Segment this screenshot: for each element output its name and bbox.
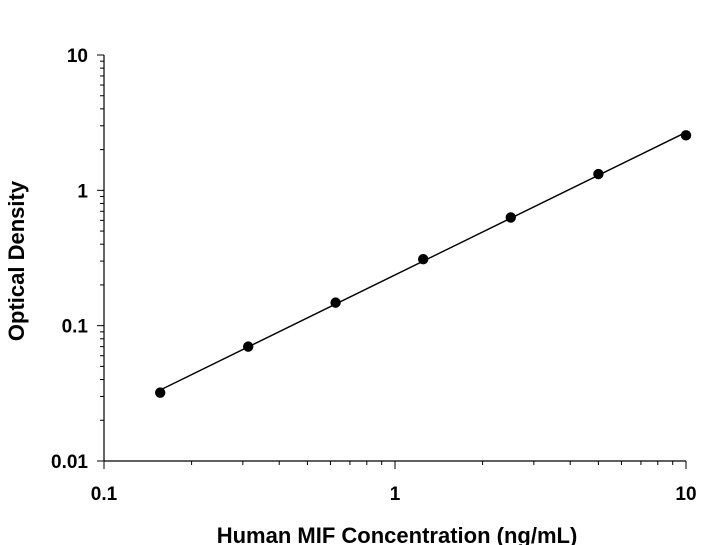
y-tick-label: 10 [67,46,88,67]
data-point [505,212,517,223]
data-point [680,130,692,141]
ticks [97,54,687,469]
axes [103,55,686,462]
y-axis-title: Optical Density [4,180,29,341]
data-point [330,297,341,308]
data-points [154,130,692,398]
data-point [154,387,166,398]
x-tick-label: 10 [675,484,696,505]
y-tick-label: 0.01 [51,452,88,473]
data-point [593,168,604,180]
y-tick-label: 1 [77,181,88,202]
data-point [243,341,254,352]
x-axis-title: Human MIF Concentration (ng/mL) [217,523,578,545]
x-tick-label: 0.1 [91,484,118,505]
data-point [418,253,429,265]
x-tick-label: 1 [390,484,401,505]
y-tick-label: 0.1 [62,317,89,338]
